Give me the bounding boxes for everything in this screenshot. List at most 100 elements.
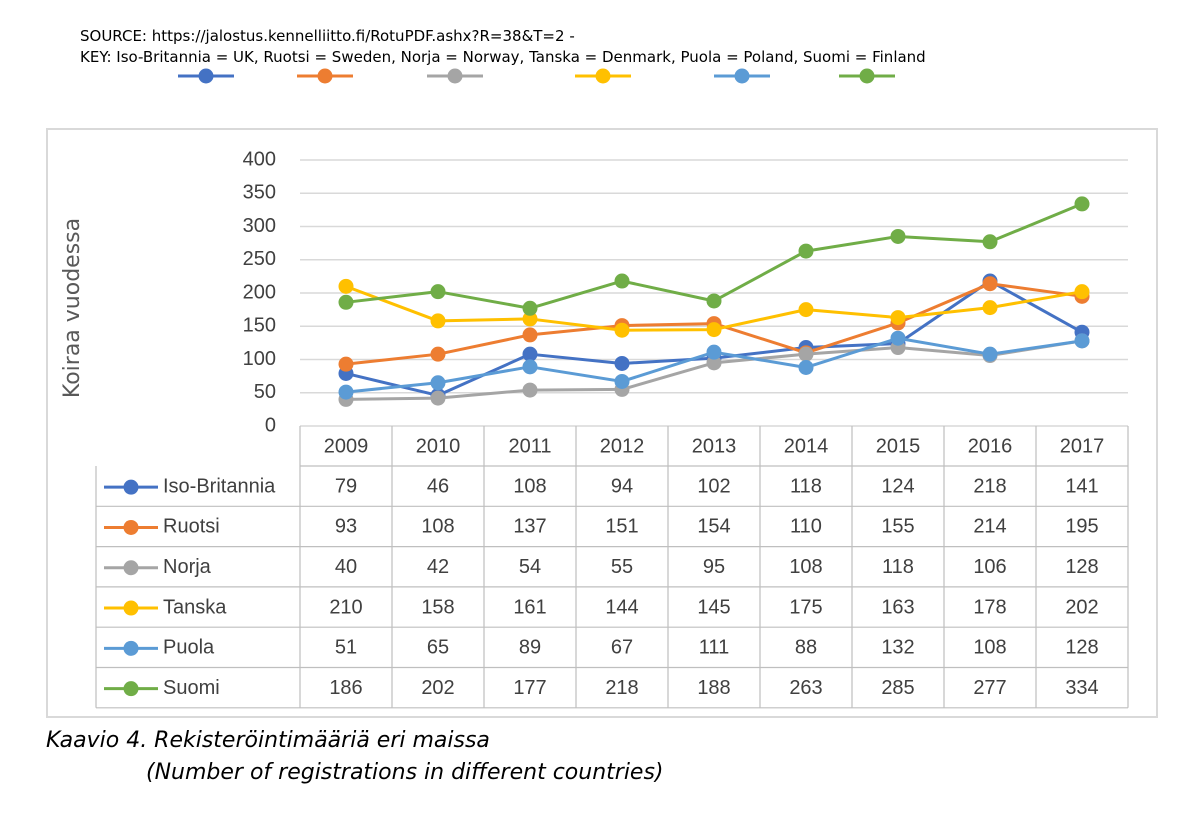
- caption-title: Kaavio 4. Rekisteröintimääriä eri maissa: [46, 728, 490, 753]
- chart-frame: [46, 128, 1158, 718]
- data-point: [706, 344, 722, 360]
- table-cell: 88: [795, 637, 817, 659]
- x-tick-label: 2016: [968, 435, 1013, 457]
- key-marker-dot: [859, 68, 875, 84]
- table-cell: 263: [789, 677, 822, 699]
- table-cell: 155: [881, 516, 914, 538]
- data-point: [890, 330, 906, 346]
- table-cell: 55: [611, 556, 633, 578]
- data-point: [522, 327, 538, 343]
- table-cell: 132: [881, 637, 914, 659]
- data-point: [614, 373, 630, 389]
- key-marker-dot: [447, 68, 463, 84]
- table-cell: 151: [605, 516, 638, 538]
- table-cell: 163: [881, 596, 914, 618]
- table-cell: 145: [697, 596, 730, 618]
- key-marker-dot: [595, 68, 611, 84]
- data-point: [798, 359, 814, 375]
- x-tick-label: 2010: [416, 435, 461, 457]
- legend-key-marker: [123, 600, 139, 616]
- table-cell: 137: [513, 516, 546, 538]
- y-tick-label: 150: [243, 315, 276, 337]
- table-cell: 188: [697, 677, 730, 699]
- data-point: [890, 228, 906, 244]
- data-point: [430, 390, 446, 406]
- table-cell: 46: [427, 475, 449, 497]
- key-color-markers: [178, 68, 895, 84]
- data-point: [798, 346, 814, 362]
- x-tick-label: 2013: [692, 435, 737, 457]
- table-cell: 161: [513, 596, 546, 618]
- y-axis-label: Koiraa vuodessa: [60, 217, 85, 399]
- table-cell: 218: [973, 475, 1006, 497]
- y-tick-label: 200: [243, 281, 276, 303]
- table-cell: 158: [421, 596, 454, 618]
- table-cell: 108: [513, 475, 546, 497]
- y-tick-label: 350: [243, 182, 276, 204]
- y-tick-label: 50: [254, 381, 276, 403]
- y-tick-label: 300: [243, 215, 276, 237]
- data-point: [430, 284, 446, 300]
- legend-key-marker: [123, 519, 139, 535]
- table-cell: 144: [605, 596, 638, 618]
- table-cell: 277: [973, 677, 1006, 699]
- source-line: SOURCE: https://jalostus.kennelliitto.fi…: [80, 27, 575, 45]
- x-tick-label: 2014: [784, 435, 829, 457]
- table-cell: 95: [703, 556, 725, 578]
- table-cell: 202: [1065, 596, 1098, 618]
- legend-label: Suomi: [163, 677, 220, 699]
- table-cell: 118: [790, 475, 822, 497]
- legend-label: Tanska: [163, 596, 227, 618]
- data-point: [798, 302, 814, 318]
- table-cell: 177: [513, 677, 546, 699]
- x-tick-label: 2012: [600, 435, 645, 457]
- data-point: [982, 346, 998, 362]
- table-cell: 42: [427, 556, 449, 578]
- table-cell: 54: [519, 556, 541, 578]
- x-tick-label: 2017: [1060, 435, 1105, 457]
- table-cell: 118: [882, 556, 914, 578]
- data-point: [522, 311, 538, 327]
- data-point: [614, 322, 630, 338]
- legend-label: Iso-Britannia: [163, 475, 276, 497]
- table-cell: 110: [790, 516, 822, 538]
- x-tick-label: 2009: [324, 435, 369, 457]
- data-point: [798, 243, 814, 259]
- legend-label: Norja: [163, 556, 212, 578]
- key-line: KEY: Iso-Britannia = UK, Ruotsi = Sweden…: [80, 48, 926, 66]
- table-cell: 154: [697, 516, 730, 538]
- data-point: [430, 375, 446, 391]
- table-cell: 111: [699, 637, 729, 659]
- key-marker-dot: [734, 68, 750, 84]
- table-cell: 175: [789, 596, 822, 618]
- table-cell: 285: [881, 677, 914, 699]
- y-tick-label: 250: [243, 248, 276, 270]
- y-tick-label: 100: [243, 348, 276, 370]
- data-point: [1074, 333, 1090, 349]
- table-cell: 124: [881, 475, 914, 497]
- x-tick-label: 2015: [876, 435, 921, 457]
- data-point: [1074, 284, 1090, 300]
- data-point: [338, 294, 354, 310]
- key-marker-dot: [198, 68, 214, 84]
- key-marker-dot: [317, 68, 333, 84]
- table-cell: 51: [335, 637, 357, 659]
- data-point: [982, 300, 998, 316]
- table-cell: 94: [611, 475, 633, 497]
- table-cell: 67: [611, 637, 633, 659]
- y-tick-label: 400: [243, 148, 276, 170]
- data-point: [522, 359, 538, 375]
- table-cell: 106: [973, 556, 1006, 578]
- table-cell: 128: [1065, 556, 1098, 578]
- data-point: [890, 310, 906, 326]
- table-cell: 108: [421, 516, 454, 538]
- table-cell: 128: [1065, 637, 1098, 659]
- legend-key-marker: [123, 640, 139, 656]
- table-cell: 186: [329, 677, 362, 699]
- table-cell: 218: [605, 677, 638, 699]
- x-tick-label: 2011: [508, 435, 551, 457]
- table-cell: 89: [519, 637, 541, 659]
- table-cell: 108: [973, 637, 1006, 659]
- y-tick-label: 0: [265, 414, 276, 436]
